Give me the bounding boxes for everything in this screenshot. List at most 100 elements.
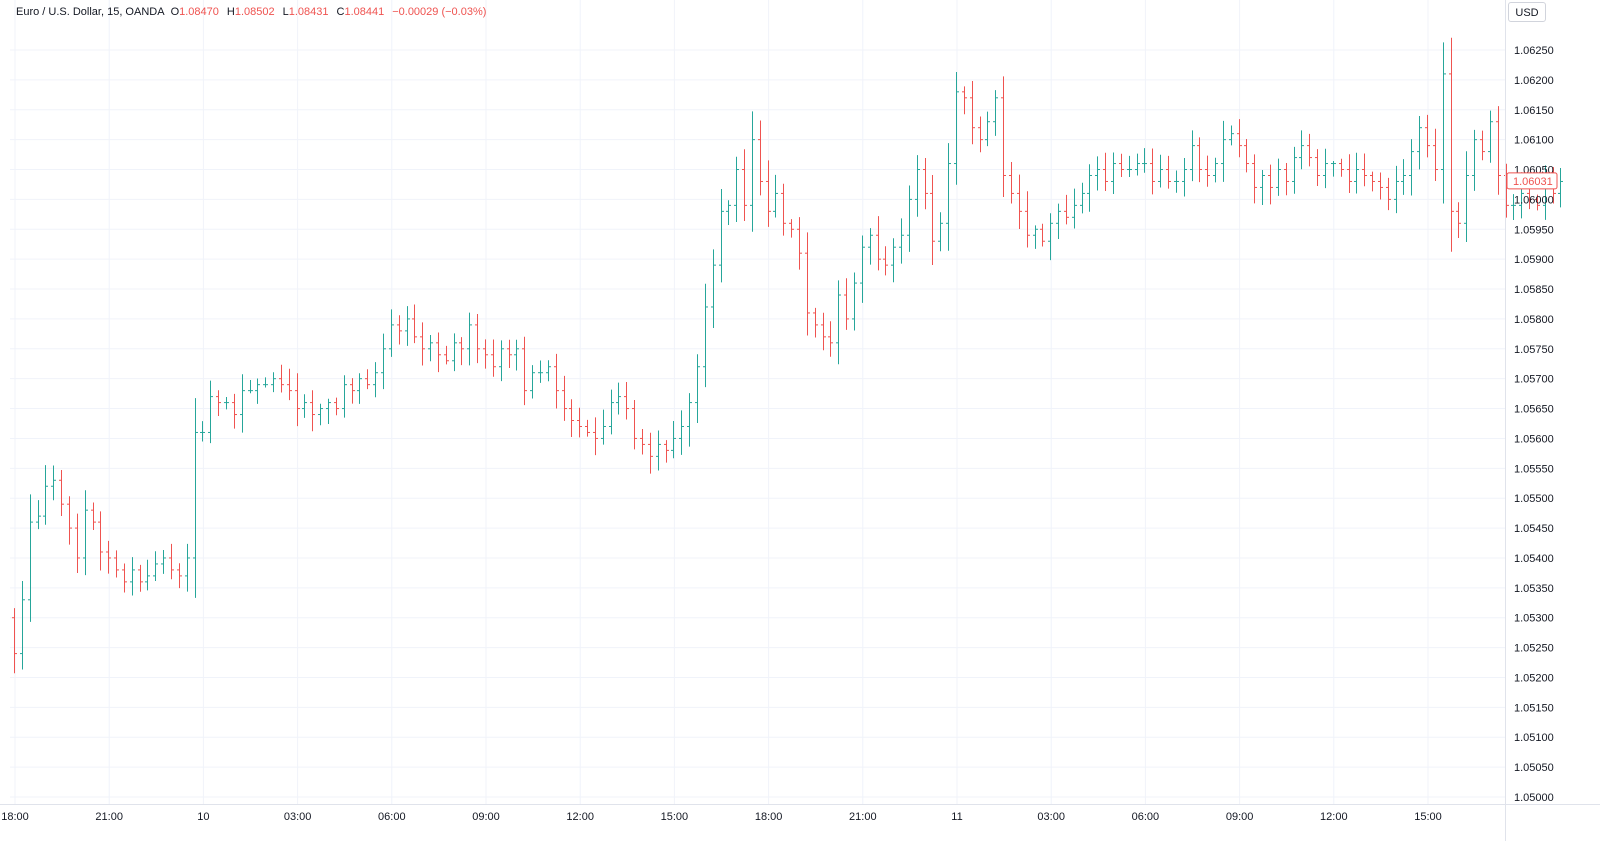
ohlc-bar (734, 156, 739, 222)
ohlc-bar (1504, 163, 1509, 218)
ohlc-bar (1511, 194, 1516, 220)
ohlc-bar (428, 335, 433, 362)
ohlc-bar (75, 513, 80, 574)
ohlc-bar (781, 183, 786, 236)
ohlc-bar (1095, 156, 1100, 191)
ohlc-bar (1441, 42, 1446, 204)
ohlc-bar (193, 398, 198, 598)
time-tick-label: 03:00 (284, 811, 312, 823)
price-tick-label: 1.05550 (1514, 463, 1554, 475)
last-price-marker: 1.06031 (1506, 172, 1558, 190)
ohlc-bar (1323, 148, 1328, 189)
ohlc-bar (1315, 149, 1320, 186)
ohlc-bar (852, 272, 857, 331)
ohlc-bar (248, 379, 253, 394)
ohlc-bar (1260, 169, 1265, 206)
ohlc-bar (805, 232, 810, 336)
ohlc-bar (514, 339, 519, 371)
ohlc-bar (1276, 158, 1281, 196)
ohlc-bar (459, 337, 464, 366)
ohlc-bar (334, 397, 339, 416)
ohlc-bar (679, 410, 684, 455)
ohlc-bar (279, 364, 284, 393)
ohlc-bar (420, 322, 425, 366)
ohlc-bar (91, 502, 96, 530)
ohlc-bar (1182, 158, 1187, 197)
ohlc-bar (240, 374, 245, 433)
price-axis-labels[interactable]: 1.05000 1.05050 1.05100 1.05150 1.05200 1.052… (1514, 45, 1554, 804)
ohlc-bar (467, 312, 472, 366)
ohlc-bar (1197, 137, 1202, 183)
ohlc-bar (930, 174, 935, 265)
ohlc-bar (656, 430, 661, 471)
price-tick-label: 1.05200 (1514, 672, 1554, 684)
ohlc-bar (1370, 171, 1375, 192)
time-tick-label: 09:00 (472, 811, 500, 823)
ohlc-bar (271, 372, 276, 393)
ohlc-bar (20, 580, 25, 670)
time-axis-labels[interactable]: 18:00 21:00 10 03:00 06:00 09:00 12:00 15:00 18:… (1, 811, 1442, 823)
ohlc-bar (522, 336, 527, 406)
ohlc-bar (962, 86, 967, 115)
ohlc-bar (12, 608, 17, 674)
ohlc-bar (1401, 159, 1406, 195)
ohlc-bar (28, 494, 33, 622)
ohlc-bar (1205, 155, 1210, 187)
ohlc-bar (208, 380, 213, 444)
currency-button[interactable]: USD (1508, 2, 1546, 22)
high-value: 1.08502 (234, 6, 275, 18)
ohlc-bar (1378, 172, 1383, 200)
ohlc-bar (530, 365, 535, 399)
time-tick-label: 18:00 (755, 811, 783, 823)
ohlc-bar (1072, 188, 1077, 229)
ohlc-bar (562, 375, 567, 421)
ohlc-bar (923, 158, 928, 210)
ohlc-bar (970, 80, 975, 145)
time-tick-label: 21:00 (95, 811, 123, 823)
ohlc-bar (1025, 191, 1030, 248)
ohlc-bar (1339, 158, 1344, 177)
close-value: 1.08441 (344, 6, 385, 18)
ohlc-bar (1127, 155, 1132, 177)
ohlc-bar (726, 200, 731, 225)
ohlc-bar (1558, 167, 1563, 208)
ohlc-bar (648, 432, 653, 474)
ohlc-bar (1244, 138, 1249, 173)
ohlc-bar (1150, 148, 1155, 195)
ohlc-bar (593, 417, 598, 456)
ohlc-bar (664, 440, 669, 463)
symbol-title[interactable]: Euro / U.S. Dollar, 15, OANDA (16, 6, 165, 18)
ohlc-bar (616, 382, 621, 415)
change-value: −0.00029 (−0.03%) (392, 6, 487, 18)
open-value: 1.08470 (179, 6, 219, 18)
ohlc-bar (1017, 174, 1022, 230)
ohlc-bar (1087, 164, 1092, 212)
ohlc-bar (1535, 194, 1540, 211)
ohlc-bar (821, 312, 826, 351)
ohlc-bar (1433, 128, 1438, 182)
ohlc-bar (1425, 114, 1430, 158)
price-tick-label: 1.05300 (1514, 613, 1554, 625)
ohlc-bar (671, 421, 676, 459)
ohlc-bar (255, 378, 260, 404)
ohlc-bar (216, 390, 221, 416)
ohlc-bar (1166, 155, 1171, 189)
ohlc-bar (310, 390, 315, 432)
grid-lines (10, 0, 1505, 804)
ohlc-bar (483, 339, 488, 369)
ohlc-bar (1237, 119, 1242, 158)
time-tick-label: 12:00 (566, 811, 594, 823)
ohlc-bar (1103, 152, 1108, 192)
close-label: C (336, 6, 345, 18)
price-tick-label: 1.05450 (1514, 523, 1554, 535)
ohlc-bar (1464, 151, 1469, 243)
ohlc-bar (1111, 152, 1116, 195)
ohlc-bar (640, 429, 645, 455)
ohlc-bar (1480, 130, 1485, 161)
ohlc-bar (1292, 146, 1297, 194)
time-tick-label: 03:00 (1037, 811, 1065, 823)
symbol-legend[interactable]: Euro / U.S. Dollar, 15, OANDA O 1.08470 … (16, 4, 486, 20)
